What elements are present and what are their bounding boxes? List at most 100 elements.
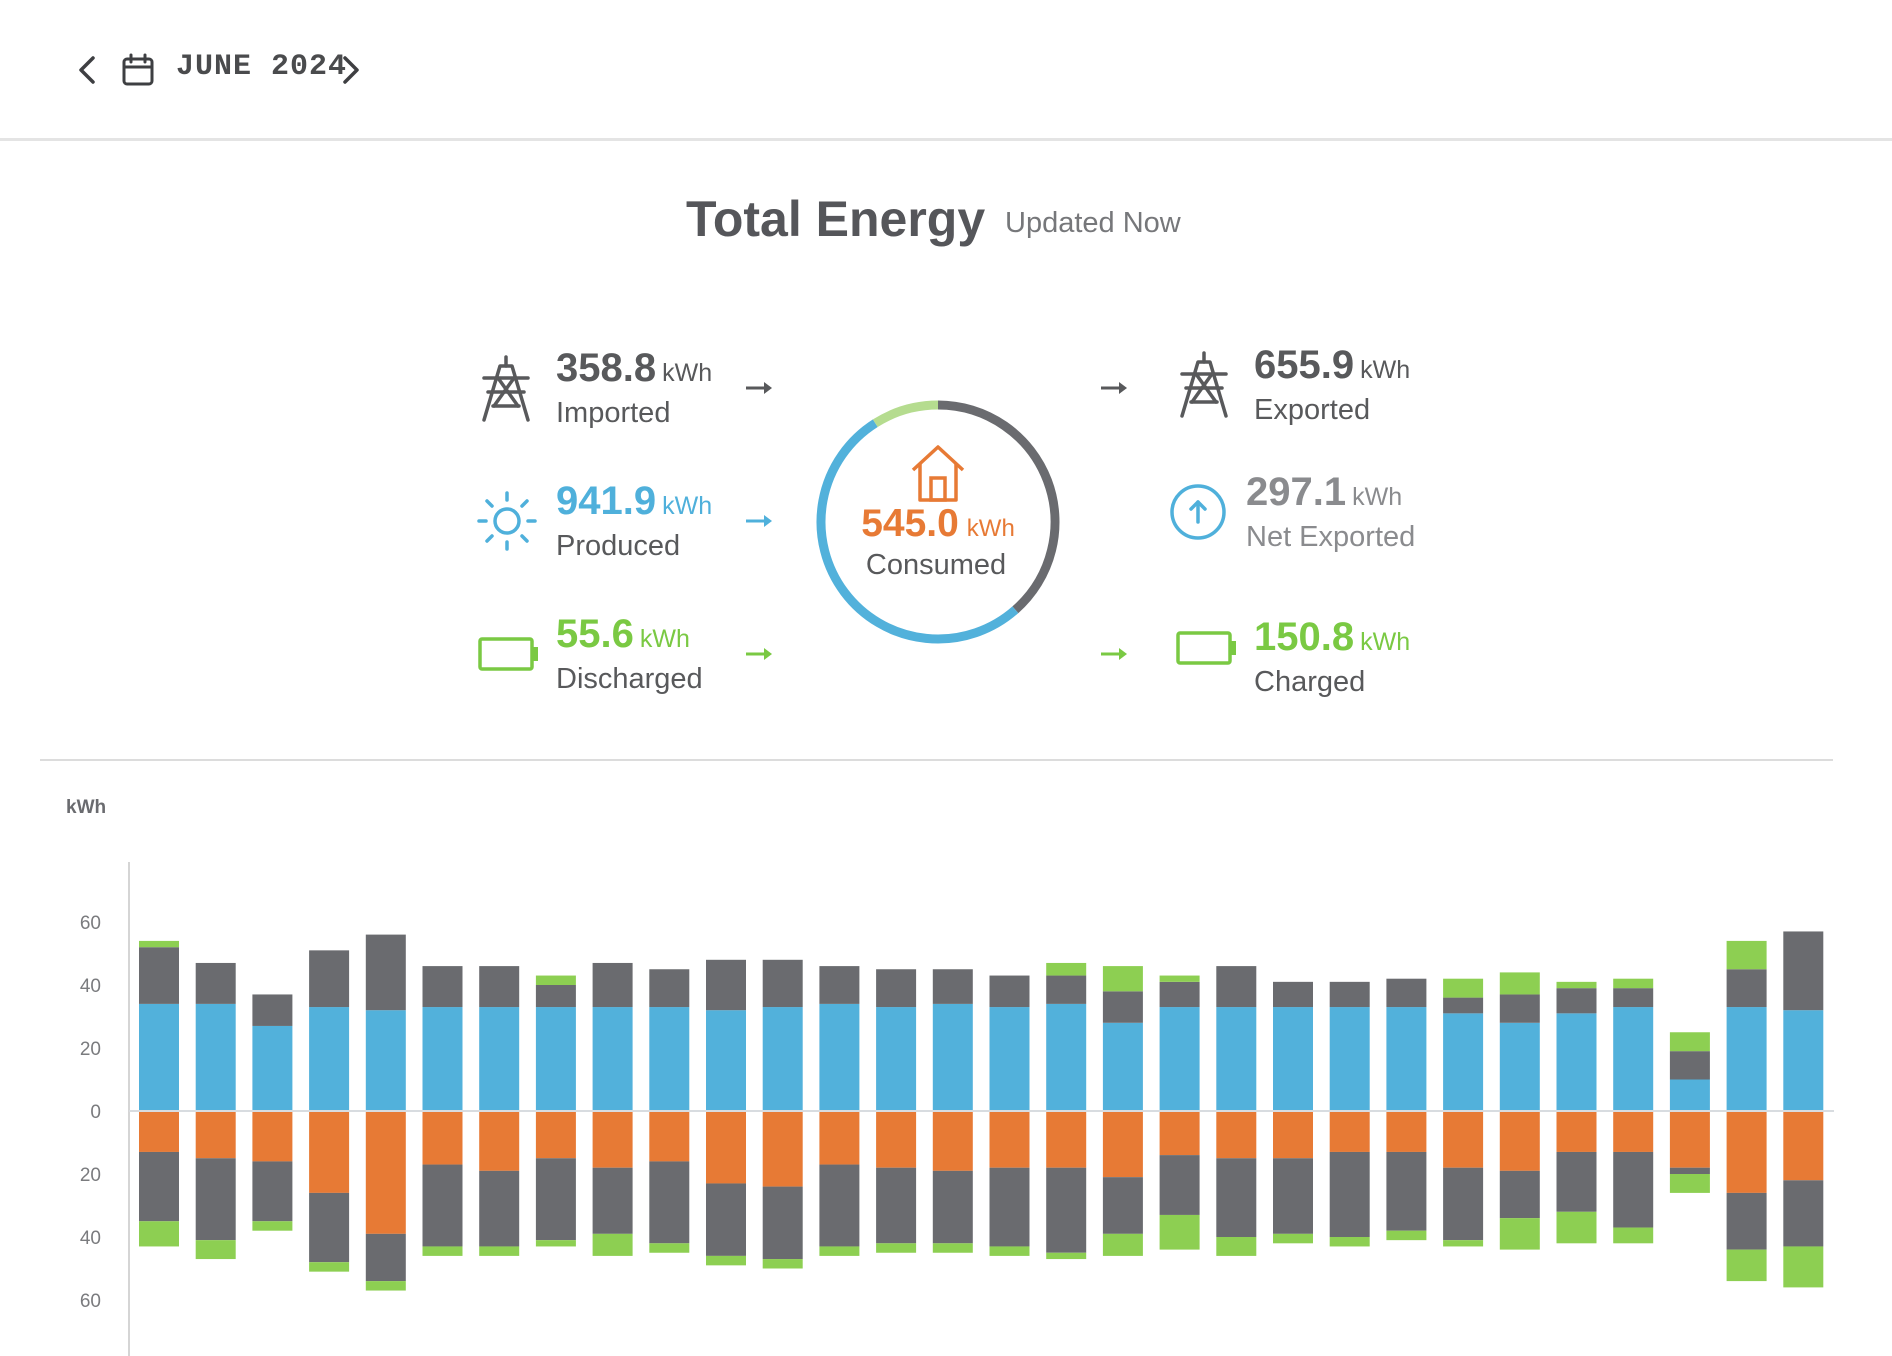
bar-segment-battery-down[interactable] <box>365 1281 406 1291</box>
bar-segment-battery-up[interactable] <box>139 940 179 948</box>
bar-segment-solar-up[interactable] <box>479 1007 520 1111</box>
bar-segment-solar-up[interactable] <box>1499 1022 1540 1111</box>
bar-segment-grid-up[interactable] <box>535 985 576 1008</box>
bar-segment-grid-down[interactable] <box>1046 1167 1087 1253</box>
bar-segment-battery-down[interactable] <box>1726 1249 1767 1282</box>
bar-segment-grid-down[interactable] <box>1216 1158 1257 1237</box>
bar-segment-home-down[interactable] <box>1669 1111 1710 1168</box>
bar-segment-home-down[interactable] <box>1783 1111 1824 1181</box>
bar-segment-grid-up[interactable] <box>365 934 406 1011</box>
bar-segment-home-down[interactable] <box>1443 1111 1484 1168</box>
bar-segment-grid-up[interactable] <box>1102 991 1143 1023</box>
bar-segment-solar-up[interactable] <box>139 1003 179 1111</box>
bar-segment-home-down[interactable] <box>706 1111 746 1184</box>
bar-segment-grid-up[interactable] <box>989 975 1030 1008</box>
bar-segment-grid-up[interactable] <box>1443 997 1484 1014</box>
bar-segment-battery-down[interactable] <box>592 1233 633 1256</box>
bar-segment-battery-down[interactable] <box>535 1240 576 1247</box>
bar-segment-battery-down[interactable] <box>762 1259 803 1269</box>
bar-segment-solar-up[interactable] <box>1783 1010 1824 1111</box>
bar-segment-grid-up[interactable] <box>139 947 179 1004</box>
bar-segment-battery-down[interactable] <box>1443 1240 1484 1247</box>
bar-segment-solar-up[interactable] <box>592 1007 633 1111</box>
bar-segment-solar-up[interactable] <box>1443 1013 1484 1111</box>
bar-segment-home-down[interactable] <box>1273 1111 1313 1159</box>
bar-segment-grid-down[interactable] <box>762 1186 803 1260</box>
bar-segment-battery-down[interactable] <box>252 1221 293 1231</box>
bar-segment-home-down[interactable] <box>649 1111 690 1162</box>
bar-segment-solar-up[interactable] <box>1386 1007 1427 1111</box>
bar-segment-grid-up[interactable] <box>1273 981 1313 1008</box>
bar-segment-home-down[interactable] <box>1499 1111 1540 1171</box>
bar-segment-solar-up[interactable] <box>1669 1079 1710 1112</box>
bar-segment-solar-up[interactable] <box>649 1007 690 1111</box>
bar-segment-grid-up[interactable] <box>1159 981 1200 1008</box>
bar-segment-grid-up[interactable] <box>1216 966 1257 1008</box>
bar-segment-grid-down[interactable] <box>1499 1170 1540 1219</box>
bar-segment-grid-down[interactable] <box>479 1170 520 1247</box>
bar-segment-solar-up[interactable] <box>195 1003 236 1111</box>
bar-segment-home-down[interactable] <box>989 1111 1030 1168</box>
bar-segment-grid-down[interactable] <box>1386 1151 1427 1231</box>
calendar-icon[interactable] <box>120 52 156 88</box>
bar-segment-grid-down[interactable] <box>1726 1192 1767 1250</box>
bar-segment-home-down[interactable] <box>309 1111 350 1193</box>
bar-segment-home-down[interactable] <box>422 1111 463 1165</box>
bar-segment-grid-up[interactable] <box>1046 975 1087 1004</box>
bar-segment-battery-up[interactable] <box>1443 978 1484 998</box>
bar-segment-solar-up[interactable] <box>535 1007 576 1111</box>
bar-segment-battery-down[interactable] <box>1046 1252 1087 1260</box>
bar-segment-battery-down[interactable] <box>1386 1230 1427 1241</box>
bar-segment-battery-down[interactable] <box>309 1262 350 1272</box>
bar-segment-battery-down[interactable] <box>649 1243 690 1253</box>
bar-segment-solar-up[interactable] <box>1273 1007 1313 1111</box>
bar-segment-battery-down[interactable] <box>1102 1233 1143 1256</box>
bar-segment-home-down[interactable] <box>1329 1111 1370 1152</box>
bar-segment-grid-down[interactable] <box>1613 1151 1654 1228</box>
bar-segment-battery-down[interactable] <box>1556 1211 1597 1244</box>
bar-segment-solar-up[interactable] <box>1216 1007 1257 1111</box>
bar-segment-grid-up[interactable] <box>1499 994 1540 1023</box>
bar-segment-grid-down[interactable] <box>989 1167 1030 1247</box>
bar-segment-solar-up[interactable] <box>1726 1007 1767 1111</box>
bar-segment-home-down[interactable] <box>139 1111 179 1152</box>
bar-segment-home-down[interactable] <box>195 1111 236 1159</box>
bar-segment-grid-down[interactable] <box>1102 1177 1143 1234</box>
bar-segment-battery-up[interactable] <box>1613 978 1654 989</box>
bar-segment-battery-down[interactable] <box>479 1246 520 1256</box>
bar-segment-grid-down[interactable] <box>195 1158 236 1241</box>
bar-segment-grid-up[interactable] <box>252 994 293 1026</box>
bar-segment-battery-down[interactable] <box>1329 1237 1370 1247</box>
bar-segment-grid-down[interactable] <box>365 1233 406 1282</box>
bar-segment-grid-up[interactable] <box>479 966 520 1008</box>
bar-segment-solar-up[interactable] <box>989 1007 1030 1111</box>
bar-segment-home-down[interactable] <box>1046 1111 1087 1168</box>
bar-segment-grid-up[interactable] <box>762 959 803 1008</box>
bar-segment-grid-up[interactable] <box>876 969 917 1008</box>
bar-segment-solar-up[interactable] <box>1159 1007 1200 1111</box>
bar-segment-battery-down[interactable] <box>819 1246 860 1256</box>
bar-segment-home-down[interactable] <box>932 1111 973 1171</box>
bar-segment-grid-down[interactable] <box>1329 1151 1370 1237</box>
bar-segment-battery-down[interactable] <box>932 1243 973 1253</box>
bar-segment-grid-up[interactable] <box>195 962 236 1004</box>
bar-segment-grid-down[interactable] <box>1556 1151 1597 1212</box>
bar-segment-grid-up[interactable] <box>309 950 350 1008</box>
bar-segment-grid-up[interactable] <box>1556 988 1597 1014</box>
bar-segment-grid-down[interactable] <box>876 1167 917 1244</box>
bar-segment-battery-up[interactable] <box>1556 981 1597 989</box>
bar-segment-home-down[interactable] <box>592 1111 633 1168</box>
bar-segment-home-down[interactable] <box>535 1111 576 1159</box>
bar-segment-solar-up[interactable] <box>365 1010 406 1111</box>
bar-segment-battery-up[interactable] <box>1726 940 1767 970</box>
bar-segment-grid-down[interactable] <box>592 1167 633 1234</box>
bar-segment-grid-down[interactable] <box>1669 1167 1710 1174</box>
bar-segment-grid-up[interactable] <box>1726 969 1767 1008</box>
bar-segment-home-down[interactable] <box>479 1111 520 1171</box>
bar-segment-battery-down[interactable] <box>1273 1233 1313 1244</box>
bar-segment-solar-up[interactable] <box>1613 1007 1654 1111</box>
bar-segment-grid-down[interactable] <box>309 1192 350 1263</box>
bar-segment-grid-down[interactable] <box>932 1170 973 1244</box>
bar-segment-grid-down[interactable] <box>422 1164 463 1247</box>
bar-segment-battery-down[interactable] <box>1783 1246 1824 1288</box>
